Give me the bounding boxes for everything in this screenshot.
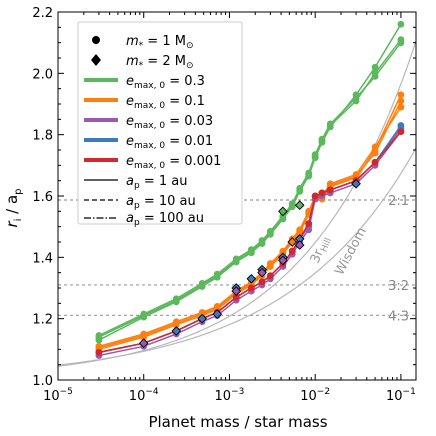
x-axis-label: Planet mass / star mass [148,413,327,431]
x-tick-label-0: 10−5 [43,387,73,404]
wisdom-stability-curve [57,147,417,366]
series-2-point-16 [352,94,360,102]
y-tick-label-2: 1.4 [32,251,53,266]
wisdom-curve-label: Wisdom [332,225,370,278]
legend-emax-4: emax, 0 = 0.001 [126,154,221,171]
series-2-point-13 [311,151,319,159]
legend-star-2: m* = 2 M⊙ [126,54,194,71]
diamond-0-point-4 [246,273,257,284]
legend-star-1: m* = 1 M⊙ [126,34,194,51]
series-7-point-12 [305,226,313,234]
series-9-point-8 [266,272,274,280]
y-tick-label-3: 1.6 [32,190,53,205]
series-9-point-0 [95,349,103,356]
diamond-0-point-1 [197,313,207,324]
legend: m* = 1 M⊙ m* = 2 M⊙ emax, 0 = 0.3 emax, … [77,21,243,228]
series-5-point-17 [371,149,379,157]
series-9-point-6 [247,284,255,292]
resonance-label-0: 2:1 [388,194,409,209]
legend-emax-2: emax, 0 = 0.03 [126,114,213,131]
legend-emax-1: emax, 0 = 0.1 [126,94,205,111]
y-tick-label-6: 2.2 [32,6,53,21]
legend-marker-diamond [91,54,101,66]
diamond-0-point-8 [351,178,361,189]
series-4-point-18 [397,91,405,99]
legend-emax-3: emax, 0 = 0.01 [126,134,213,151]
series-2-point-15 [326,120,334,128]
diamond-1-point-4 [294,240,305,250]
diamond-0-point-2 [212,309,223,319]
series-5-point-2 [172,319,180,327]
series-9-point-7 [258,278,266,286]
series-2-point-0 [95,332,103,339]
diamond-0-point-0 [171,326,182,336]
series-5-point-1 [140,332,148,339]
legend-marker-circle [92,36,100,44]
series-1-point-17 [371,63,379,71]
y-tick-label-4: 1.8 [32,129,53,144]
x-tick-label-2: 10−3 [215,387,245,404]
series-2-point-7 [258,237,266,244]
diamond-3-point-0 [287,237,298,247]
series-2-point-10 [288,200,296,208]
hill-curve-label: 3rHill [308,234,334,266]
series-2-point-14 [318,135,326,143]
diamond-2-point-0 [278,206,288,217]
series-2-point-12 [305,169,313,177]
x-tick-label-3: 10−2 [300,387,330,404]
legend-ap-1: ap = 10 au [126,194,196,211]
series-9-point-5 [232,293,240,301]
series-2-point-8 [266,227,274,235]
resonance-label-1: 3:2 [388,279,409,294]
diamond-1-point-2 [257,267,267,278]
series-5-point-18 [397,97,405,105]
series-2-point-5 [232,255,240,263]
axes: 10−5 10−4 10−3 10−2 10−1 1.0 1.2 1.4 1.6 1.8 2.0 2.… [32,6,417,404]
series-9-point-10 [288,247,296,255]
legend-frame [77,21,243,225]
series-9-point-15 [326,186,334,194]
legend-ap-0: ap = 1 au [126,174,187,191]
series-2-point-2 [172,295,180,303]
series-5-point-8 [266,261,274,269]
series-2-point-4 [213,270,221,278]
diamond-1-point-0 [138,338,149,349]
series-9-point-12 [305,220,313,228]
y-tick-label-5: 2.0 [32,67,53,82]
y-tick-label-1: 1.2 [32,313,53,328]
series-2-point-17 [371,73,379,80]
series-2-point-1 [140,310,148,318]
series-2-point-6 [247,246,255,254]
series-2-point-3 [198,280,206,287]
diamond-1-point-1 [231,286,242,296]
series-2-point-11 [296,184,304,192]
series-2-point-18 [397,39,405,47]
y-axis-label: ri / ap [3,188,24,227]
series-8-point-18 [397,122,405,129]
series-9-point-17 [371,158,379,166]
series-5-point-11 [296,227,304,235]
series-9-point-14 [318,189,326,197]
x-tick-label-4: 10−1 [386,387,416,404]
series-9-point-18 [397,128,405,136]
series-1-point-18 [397,20,405,28]
diamond-1-point-3 [278,255,288,266]
diamond-2-point-1 [294,200,305,211]
x-tick-label-1: 10−4 [129,387,159,404]
resonance-label-2: 4:3 [388,309,409,324]
y-tick-label-0: 1.0 [32,374,53,389]
legend-ap-2: ap = 100 au [126,211,204,228]
series-9-point-13 [311,192,319,200]
legend-emax-0: emax, 0 = 0.3 [126,74,205,91]
